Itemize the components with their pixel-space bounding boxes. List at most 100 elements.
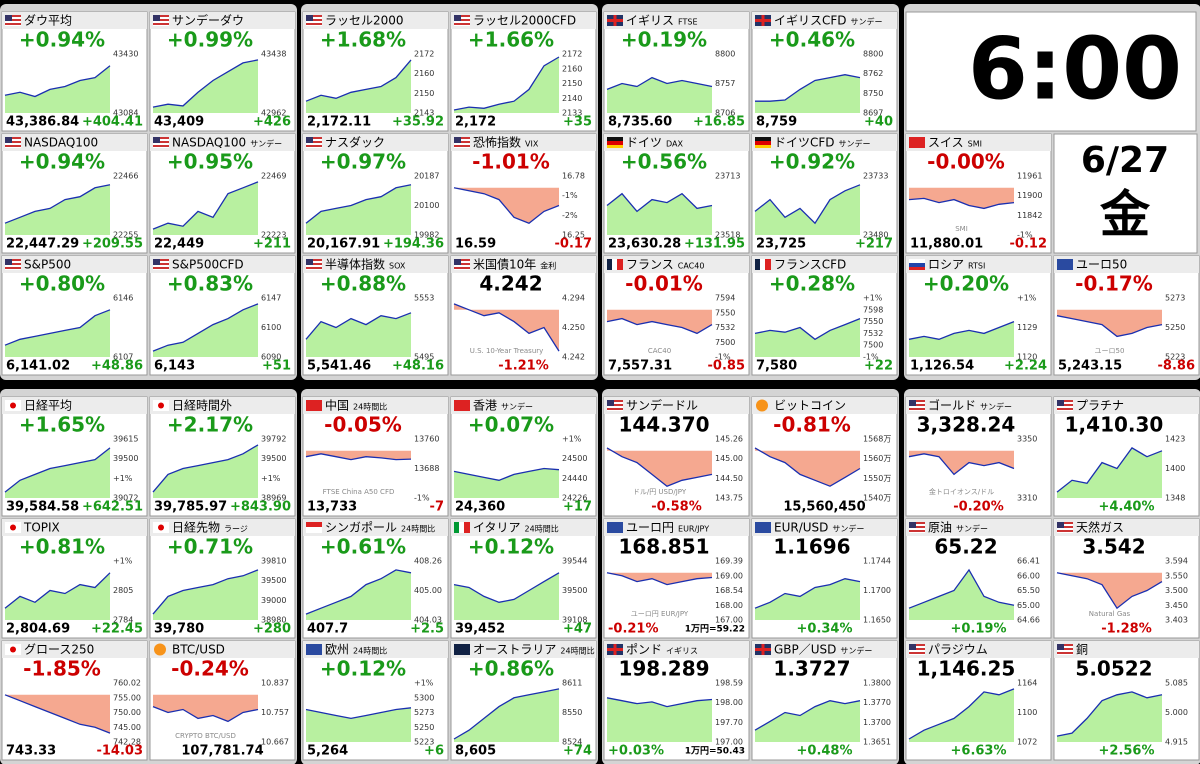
spark-line — [754, 184, 861, 225]
flag — [153, 400, 169, 411]
foot-value: -0.21% — [608, 622, 659, 637]
axis-label: 22255 — [113, 231, 138, 240]
tile-name: S&P500 — [24, 258, 71, 272]
axis-label: -1% — [562, 191, 578, 200]
axis-label: +1% — [863, 294, 883, 303]
axis-label: 39615 — [113, 435, 138, 444]
flag-part — [909, 530, 925, 532]
tile-tag: 24時間比 — [401, 524, 435, 534]
foot-value: -0.12 — [1010, 237, 1047, 252]
spark-area — [454, 57, 559, 113]
tile-name: フランスCFD — [774, 258, 846, 272]
spark-area — [607, 77, 712, 113]
tile-tag: RTSI — [968, 262, 985, 271]
foot-value: 39,785.97 — [154, 500, 227, 515]
watermark: 金トロイオンス/ドル — [929, 487, 994, 496]
flag-part — [909, 408, 925, 410]
spark-line — [305, 59, 412, 102]
foot-value: -14.03 — [96, 744, 143, 759]
axis-label: 65.00 — [1017, 601, 1040, 610]
flag — [454, 137, 470, 148]
foot-value: 22,449 — [154, 237, 204, 252]
flag — [755, 644, 771, 655]
foot-value: 5,541.46 — [307, 359, 371, 374]
flag-part — [1057, 644, 1073, 646]
flag — [153, 522, 169, 533]
tile-name: ラッセル2000 — [325, 14, 404, 28]
big-value: -1.85% — [23, 657, 101, 681]
flag-part — [1057, 522, 1073, 524]
axis-label: 169.00 — [715, 571, 743, 580]
foot-value: 13,733 — [307, 500, 357, 515]
axis-label: +1% — [562, 435, 582, 444]
axis-label: +1% — [414, 679, 434, 688]
big-value: 3.542 — [1082, 535, 1145, 559]
tile-header — [150, 397, 295, 414]
tile-tag: サンデー — [839, 139, 871, 149]
axis-label: 8750 — [863, 89, 883, 98]
foot-value: +48.86 — [91, 359, 143, 374]
axis-label: 10.757 — [261, 708, 289, 717]
tile-header — [303, 134, 448, 151]
flag — [607, 522, 623, 533]
flag-part — [607, 141, 623, 145]
axis-label: 1.1744 — [863, 557, 891, 566]
flag — [5, 15, 21, 26]
big-value: +0.19% — [621, 28, 707, 52]
flag-part — [909, 400, 916, 406]
flag-part — [1057, 259, 1073, 270]
spark-line — [908, 320, 1015, 340]
spark-area — [1057, 572, 1162, 609]
axis-label: 1100 — [1017, 708, 1037, 717]
flag-part — [153, 145, 169, 147]
axis-label: 7550 — [863, 317, 883, 326]
spark-line — [754, 317, 861, 341]
axis-label: 145.00 — [715, 454, 743, 463]
foot-value: 5,243.15 — [1058, 359, 1122, 374]
axis-label: 11961 — [1017, 172, 1042, 181]
axis-label: 39792 — [261, 435, 286, 444]
foot-value: 7,557.31 — [608, 359, 672, 374]
tile-name: 日経先物 — [172, 521, 220, 535]
tile-tag: SMI — [968, 140, 982, 149]
tile-tag: FTSE — [678, 18, 697, 27]
flag-part — [5, 259, 12, 265]
spark-line — [152, 59, 259, 108]
spark-line — [606, 192, 713, 213]
tile-header — [604, 641, 749, 658]
tile-name: 中国 — [325, 398, 349, 413]
spark-line — [4, 65, 111, 98]
flag — [607, 137, 623, 148]
foot-value: +4.40% — [1099, 500, 1155, 515]
foot-value: 39,584.58 — [6, 500, 79, 515]
foot-value: -0.58% — [651, 500, 702, 515]
spark-line — [453, 56, 560, 111]
spark-area — [755, 318, 860, 357]
flag-part — [5, 137, 21, 139]
axis-label: 39500 — [261, 454, 286, 463]
spark-line — [152, 181, 259, 230]
axis-label: 7532 — [715, 323, 735, 332]
flag-part — [5, 145, 21, 147]
flag-part — [306, 522, 322, 528]
tile-header — [752, 519, 897, 536]
flag-part — [613, 644, 617, 655]
foot-value: 23,725 — [756, 237, 806, 252]
spark-area — [153, 569, 258, 620]
flag — [153, 137, 169, 148]
spark-line — [4, 694, 111, 734]
flag-part — [10, 402, 16, 409]
flag — [454, 259, 470, 270]
flag — [1057, 644, 1073, 655]
flag-part — [5, 267, 21, 269]
tile-name: TOPIX — [23, 521, 60, 535]
big-value: -0.05% — [324, 413, 402, 437]
big-value: 1,410.30 — [1065, 413, 1164, 437]
flag-part — [607, 400, 623, 402]
tile-header — [906, 519, 1051, 536]
axis-label: 19982 — [414, 231, 439, 240]
foot-value: +35.92 — [392, 115, 444, 130]
foot-value: 2,172.11 — [307, 115, 371, 130]
flag-part — [909, 644, 916, 650]
big-value: +0.20% — [923, 272, 1009, 296]
